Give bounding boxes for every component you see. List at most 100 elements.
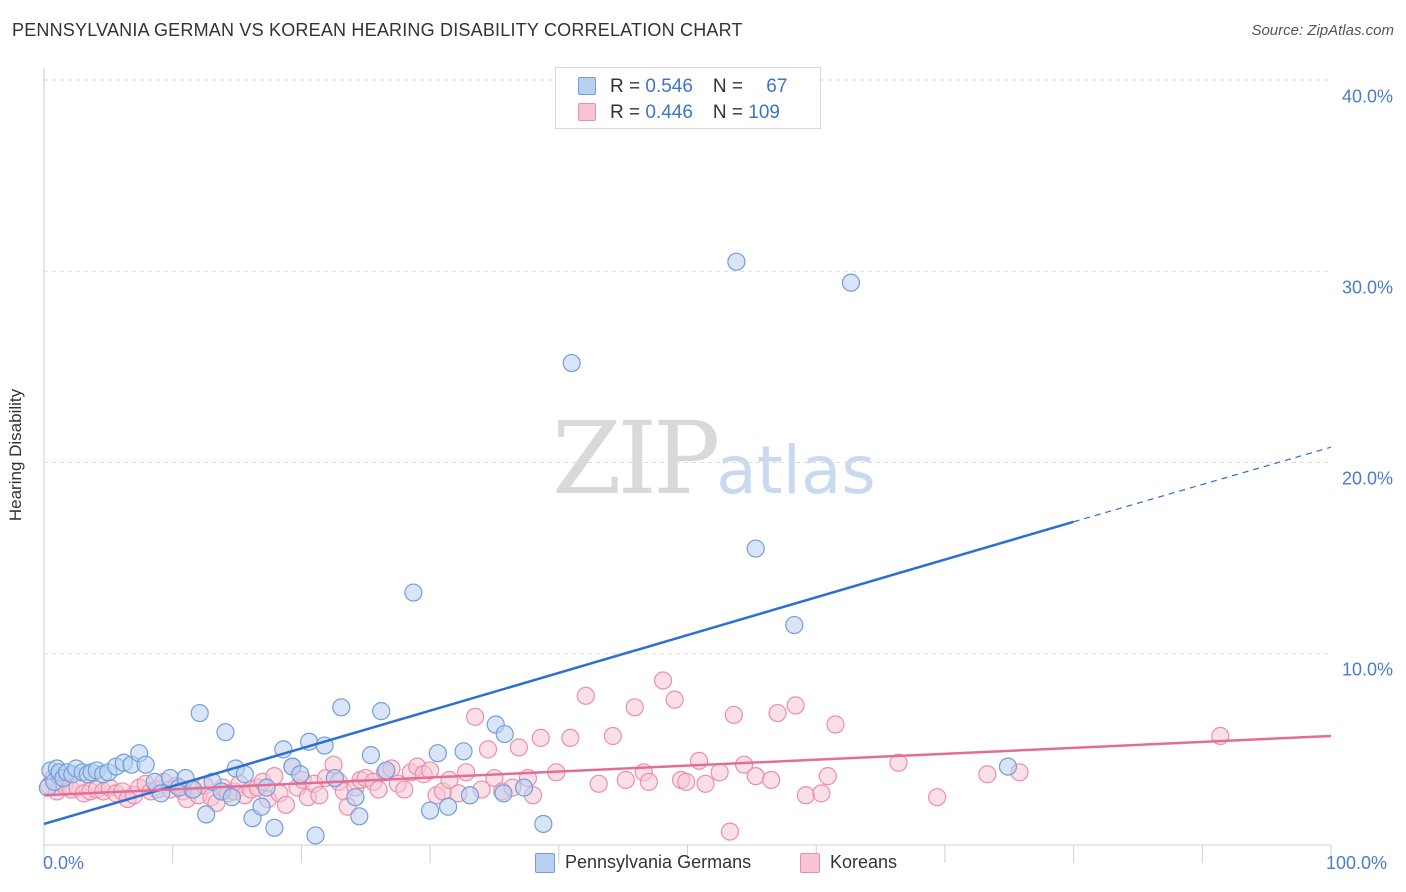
y-tick-label-40: 40.0% <box>1341 86 1393 107</box>
point-koreans <box>589 774 608 793</box>
watermark-zip: ZIP <box>552 400 720 517</box>
point-koreans <box>478 740 498 759</box>
point-pennsylvania-germans <box>222 788 242 807</box>
point-pennsylvania-germans <box>514 778 534 797</box>
point-pennsylvania-germans <box>372 702 391 721</box>
point-pennsylvania-germans <box>727 252 746 271</box>
point-koreans <box>720 822 740 841</box>
point-koreans <box>786 696 805 715</box>
point-koreans <box>421 761 440 780</box>
point-koreans <box>310 786 329 805</box>
watermark: ZIPatlas <box>552 400 876 517</box>
n-value: 67 <box>766 76 788 97</box>
point-pennsylvania-germans <box>346 788 365 807</box>
point-koreans <box>978 765 997 784</box>
legend-swatch-blue <box>578 77 596 95</box>
point-pennsylvania-germans <box>460 786 480 805</box>
point-koreans <box>762 770 781 790</box>
point-koreans <box>928 788 947 807</box>
point-pennsylvania-germans <box>377 761 396 780</box>
point-koreans <box>710 763 729 782</box>
point-koreans <box>689 751 709 770</box>
point-koreans <box>639 772 658 791</box>
point-pennsylvania-germans <box>197 805 216 824</box>
point-pennsylvania-germans <box>325 768 344 788</box>
point-pennsylvania-germans <box>998 757 1018 776</box>
point-koreans <box>561 728 580 748</box>
point-pennsylvania-germans <box>136 755 155 774</box>
bottom-legend-swatch-blue <box>535 853 555 873</box>
point-pennsylvania-germans <box>350 807 369 826</box>
legend-text: R = 0.546 N = 67 <box>610 76 787 98</box>
point-pennsylvania-germans <box>332 698 351 717</box>
point-pennsylvania-germans <box>785 615 804 635</box>
r-label: R = <box>610 102 646 123</box>
point-koreans <box>276 795 296 814</box>
point-pennsylvania-germans <box>841 273 861 292</box>
y-axis-label: Hearing Disability <box>6 388 25 522</box>
point-pennsylvania-germans <box>252 797 271 816</box>
point-koreans <box>653 671 673 690</box>
point-koreans <box>746 767 765 786</box>
r-value: 0.446 <box>645 102 693 123</box>
point-koreans <box>889 753 908 772</box>
point-koreans <box>826 715 845 734</box>
y-tick-label-10: 10.0% <box>1341 659 1393 680</box>
point-pennsylvania-germans <box>306 826 325 845</box>
point-pennsylvania-germans <box>421 801 440 820</box>
point-pennsylvania-germans <box>235 765 254 784</box>
point-koreans <box>735 755 754 774</box>
point-koreans <box>369 780 388 799</box>
trendline-pennsylvania-germans <box>43 520 1074 826</box>
bottom-legend-label: Pennsylvania Germans <box>565 852 752 872</box>
point-pennsylvania-germans <box>361 746 380 765</box>
point-pennsylvania-germans <box>746 539 765 558</box>
chart-title: PENNSYLVANIA GERMAN VS KOREAN HEARING DI… <box>12 20 743 40</box>
r-label: R = <box>610 76 646 97</box>
point-koreans <box>677 772 696 791</box>
point-pennsylvania-germans <box>562 353 581 373</box>
point-koreans <box>812 784 831 803</box>
point-pennsylvania-germans <box>439 797 458 816</box>
point-pennsylvania-germans <box>216 723 235 742</box>
point-pennsylvania-germans <box>534 814 553 834</box>
n-label: N = <box>712 102 749 123</box>
y-tick-label-20: 20.0% <box>1341 468 1393 489</box>
bottom-legend-swatch-pink <box>800 853 820 873</box>
point-koreans <box>724 705 743 725</box>
r-value: 0.546 <box>645 76 693 97</box>
trendline-koreans <box>43 734 1332 797</box>
point-pennsylvania-germans <box>257 778 276 797</box>
point-koreans <box>457 763 476 782</box>
point-koreans <box>625 698 644 717</box>
point-koreans <box>603 726 622 746</box>
correlation-legend: R = 0.546 N = 67 R = 0.446 N = 109 <box>555 67 821 129</box>
x-tick-label-100: 100.0% <box>1326 853 1388 873</box>
legend-text: R = 0.446 N = 109 <box>610 102 780 124</box>
point-koreans <box>531 728 550 748</box>
point-koreans <box>509 738 529 757</box>
legend-swatch-pink <box>578 103 596 121</box>
trendline-extension-pennsylvania-germans <box>1073 446 1332 523</box>
point-koreans <box>466 707 485 726</box>
point-pennsylvania-germans <box>404 583 423 602</box>
point-pennsylvania-germans <box>494 784 513 803</box>
point-koreans <box>665 690 684 709</box>
source-credit: Source: ZipAtlas.com <box>1251 22 1394 39</box>
point-koreans <box>395 780 414 799</box>
x-tick-label-0: 0.0% <box>43 853 85 873</box>
point-pennsylvania-germans <box>495 724 514 744</box>
watermark-atlas: atlas <box>716 432 876 509</box>
point-pennsylvania-germans <box>190 703 209 723</box>
point-pennsylvania-germans <box>428 744 447 763</box>
point-koreans <box>796 786 816 805</box>
n-label: N = <box>712 76 749 97</box>
point-koreans <box>818 767 837 786</box>
point-koreans <box>616 770 635 790</box>
point-koreans <box>576 686 595 705</box>
y-tick-label-30: 30.0% <box>1341 277 1393 298</box>
point-koreans <box>696 774 715 793</box>
point-pennsylvania-germans <box>454 742 473 761</box>
bottom-legend-label: Koreans <box>830 852 898 872</box>
